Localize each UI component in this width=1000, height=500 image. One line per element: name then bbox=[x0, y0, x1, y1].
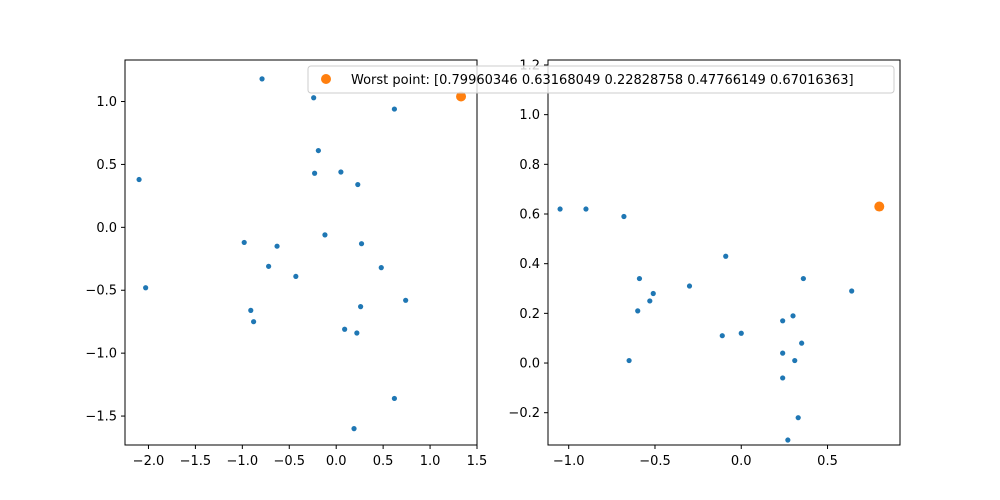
right-plot-marks bbox=[557, 201, 885, 443]
left-plot-marks bbox=[136, 76, 467, 432]
right-y-tick-label: 0.4 bbox=[519, 257, 540, 272]
left-data-point bbox=[259, 76, 265, 82]
right-data-point bbox=[621, 213, 627, 220]
left-data-point bbox=[403, 297, 409, 303]
left-x-tick-label: 0.0 bbox=[326, 454, 347, 469]
left-y-tick-label: −1.5 bbox=[85, 410, 117, 425]
right-data-point bbox=[780, 375, 786, 381]
left-data-point bbox=[293, 273, 299, 280]
right-data-point bbox=[792, 357, 798, 364]
legend: Worst point: [0.79960346 0.63168049 0.22… bbox=[307, 65, 895, 94]
right-y-tick-label: 0.0 bbox=[519, 357, 540, 372]
right-plot-ticks: −1.0−0.50.00.5−0.20.00.20.40.60.81.01.2 bbox=[508, 58, 837, 469]
left-x-tick-label: −1.0 bbox=[227, 454, 259, 469]
legend-worst-marker bbox=[321, 74, 331, 84]
left-worst-point bbox=[456, 91, 467, 102]
right-x-tick-label: 0.5 bbox=[817, 454, 838, 469]
legend-label: Worst point: [0.79960346 0.63168049 0.22… bbox=[351, 73, 854, 88]
left-y-tick-label: 1.0 bbox=[96, 95, 117, 110]
right-data-point bbox=[583, 206, 589, 212]
left-y-tick-label: −0.5 bbox=[85, 284, 117, 299]
left-data-point bbox=[378, 265, 384, 271]
right-data-point bbox=[723, 253, 729, 259]
right-y-tick-label: 0.6 bbox=[519, 208, 540, 223]
right-data-point bbox=[650, 290, 656, 297]
left-data-point bbox=[338, 169, 344, 175]
right-data-point bbox=[557, 206, 563, 212]
left-x-tick-label: 1.0 bbox=[420, 454, 441, 469]
right-y-tick-label: 0.8 bbox=[519, 158, 540, 173]
right-data-point bbox=[790, 313, 796, 319]
right-data-point bbox=[785, 437, 791, 443]
left-data-point bbox=[312, 170, 318, 176]
right-data-point bbox=[686, 283, 693, 289]
right-data-point bbox=[626, 357, 632, 364]
right-scatter-plot: −1.0−0.50.00.5−0.20.00.20.40.60.81.01.2 bbox=[508, 58, 901, 469]
right-data-point bbox=[780, 318, 786, 324]
left-data-point bbox=[241, 239, 247, 246]
left-plot-frame bbox=[124, 59, 478, 446]
left-data-point bbox=[274, 243, 280, 249]
right-y-tick-label: 0.2 bbox=[519, 307, 540, 322]
left-x-tick-label: −2.0 bbox=[133, 454, 165, 469]
left-data-point bbox=[342, 326, 348, 332]
right-x-tick-label: −0.5 bbox=[639, 454, 671, 469]
left-data-point bbox=[351, 426, 357, 432]
right-x-tick-label: 0.0 bbox=[731, 454, 752, 469]
left-x-tick-label: −1.5 bbox=[180, 454, 212, 469]
left-data-point bbox=[248, 307, 254, 313]
right-worst-point bbox=[874, 201, 885, 212]
right-data-point bbox=[647, 298, 653, 304]
right-data-point bbox=[636, 275, 643, 282]
left-data-point bbox=[355, 181, 361, 188]
right-x-tick-label: −1.0 bbox=[553, 454, 585, 469]
right-y-tick-label: −0.2 bbox=[508, 406, 540, 421]
left-data-point bbox=[322, 232, 328, 238]
left-data-point bbox=[315, 147, 321, 154]
left-data-point bbox=[311, 95, 317, 101]
left-y-tick-label: 0.5 bbox=[96, 158, 117, 173]
left-y-tick-label: 0.0 bbox=[96, 221, 117, 236]
left-x-tick-label: 1.5 bbox=[467, 454, 488, 469]
left-x-tick-label: −0.5 bbox=[273, 454, 305, 469]
right-data-point bbox=[635, 308, 641, 314]
right-data-point bbox=[738, 330, 744, 336]
left-data-point bbox=[358, 304, 364, 310]
right-data-point bbox=[795, 415, 801, 421]
left-data-point bbox=[358, 241, 365, 247]
right-data-point bbox=[799, 340, 805, 346]
left-data-point bbox=[391, 106, 397, 112]
right-data-point bbox=[800, 275, 806, 282]
right-data-point bbox=[849, 288, 855, 294]
right-y-tick-label: 1.0 bbox=[519, 108, 540, 123]
left-x-tick-label: 0.5 bbox=[373, 454, 394, 469]
right-plot-frame bbox=[547, 59, 901, 446]
left-data-point bbox=[391, 395, 397, 402]
left-y-tick-label: −1.0 bbox=[85, 347, 117, 362]
right-data-point bbox=[719, 333, 725, 339]
left-data-point bbox=[136, 176, 142, 183]
left-scatter-plot: −2.0 −1.5 −1.0 −0.5 0.0 0.5 1.0 1.5 −1.5 −1.0 −0.5… bbox=[85, 59, 487, 469]
left-data-point bbox=[251, 319, 257, 325]
legend-box bbox=[307, 65, 895, 94]
left-data-point bbox=[354, 330, 360, 336]
left-data-point bbox=[266, 263, 272, 269]
left-data-point bbox=[143, 285, 149, 291]
left-plot-ticks: −2.0 −1.5 −1.0 −0.5 0.0 0.5 1.0 1.5 −1.5 −1.0 −0.5… bbox=[85, 95, 487, 469]
right-data-point bbox=[780, 350, 786, 356]
